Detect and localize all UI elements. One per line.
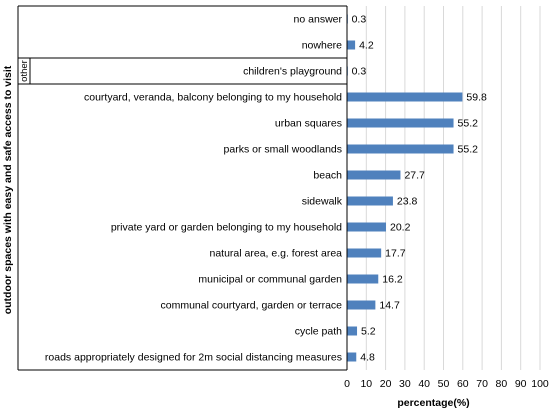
value-label: 17.7 [385, 248, 406, 260]
x-tick-label: 90 [515, 378, 527, 390]
value-label: 23.8 [397, 196, 418, 208]
category-label: sidewalk [302, 196, 343, 208]
bar [347, 196, 393, 206]
category-label: communal courtyard, garden or terrace [161, 300, 343, 312]
category-label: courtyard, veranda, balcony belonging to… [84, 92, 342, 104]
bar [347, 222, 386, 232]
x-tick-label: 10 [360, 378, 372, 390]
category-label: urban squares [275, 118, 342, 130]
value-label: 16.2 [382, 274, 403, 286]
category-label: municipal or communal garden [198, 274, 342, 286]
group-label-other: other [19, 60, 30, 82]
value-label: 4.8 [360, 352, 375, 364]
category-label: nowhere [302, 40, 342, 52]
value-label: 5.2 [361, 326, 376, 338]
x-tick-label: 50 [438, 378, 450, 390]
category-label: parks or small woodlands [224, 144, 342, 156]
category-label: no answer [294, 14, 343, 26]
bar [347, 274, 379, 284]
bar [347, 92, 463, 102]
category-frame [17, 5, 348, 371]
category-label: children's playground [243, 66, 342, 78]
value-label: 0.3 [352, 66, 367, 78]
y-axis-title: outdoor spaces with easy and safe access… [2, 65, 14, 314]
bar [347, 300, 376, 310]
category-label: beach [313, 170, 342, 182]
value-label: 20.2 [390, 222, 411, 234]
bar [347, 144, 454, 154]
x-axis-title: percentage(%) [397, 397, 469, 409]
value-labels: 0.3 4.2 0.3 59.8 55.2 55.2 27.7 23.8 20.2 17.7 16.… [352, 14, 487, 364]
bar [347, 118, 454, 128]
bar [347, 248, 382, 258]
x-tick-label: 30 [399, 378, 411, 390]
value-label: 27.7 [404, 170, 425, 182]
category-label: natural area, e.g. forest area [210, 248, 343, 260]
value-label: 4.2 [359, 40, 374, 52]
category-label: cycle path [295, 326, 342, 338]
x-tick-label: 0 [344, 378, 350, 390]
value-label: 55.2 [458, 118, 479, 130]
value-label: 14.7 [379, 300, 400, 312]
bar [347, 170, 401, 180]
value-label: 55.2 [458, 144, 479, 156]
gridlines [346, 6, 541, 370]
category-label: private yard or garden belonging to my h… [111, 222, 342, 234]
x-tick-label: 70 [476, 378, 488, 390]
value-label: 0.3 [352, 14, 367, 26]
x-tick-labels: 0 10 20 30 40 50 60 70 80 90 100 [344, 378, 549, 390]
x-tick-label: 60 [457, 378, 469, 390]
category-labels: no answer nowhere children's playground cou… [45, 14, 343, 364]
x-tick-label: 40 [418, 378, 430, 390]
bar [347, 326, 358, 336]
x-tick-label: 20 [380, 378, 392, 390]
bar [347, 40, 356, 50]
bar [347, 352, 357, 362]
x-tick-label: 80 [496, 378, 508, 390]
x-tick-label: 100 [531, 378, 549, 390]
category-label: roads appropriately designed for 2m soci… [45, 352, 342, 364]
value-label: 59.8 [466, 92, 487, 104]
